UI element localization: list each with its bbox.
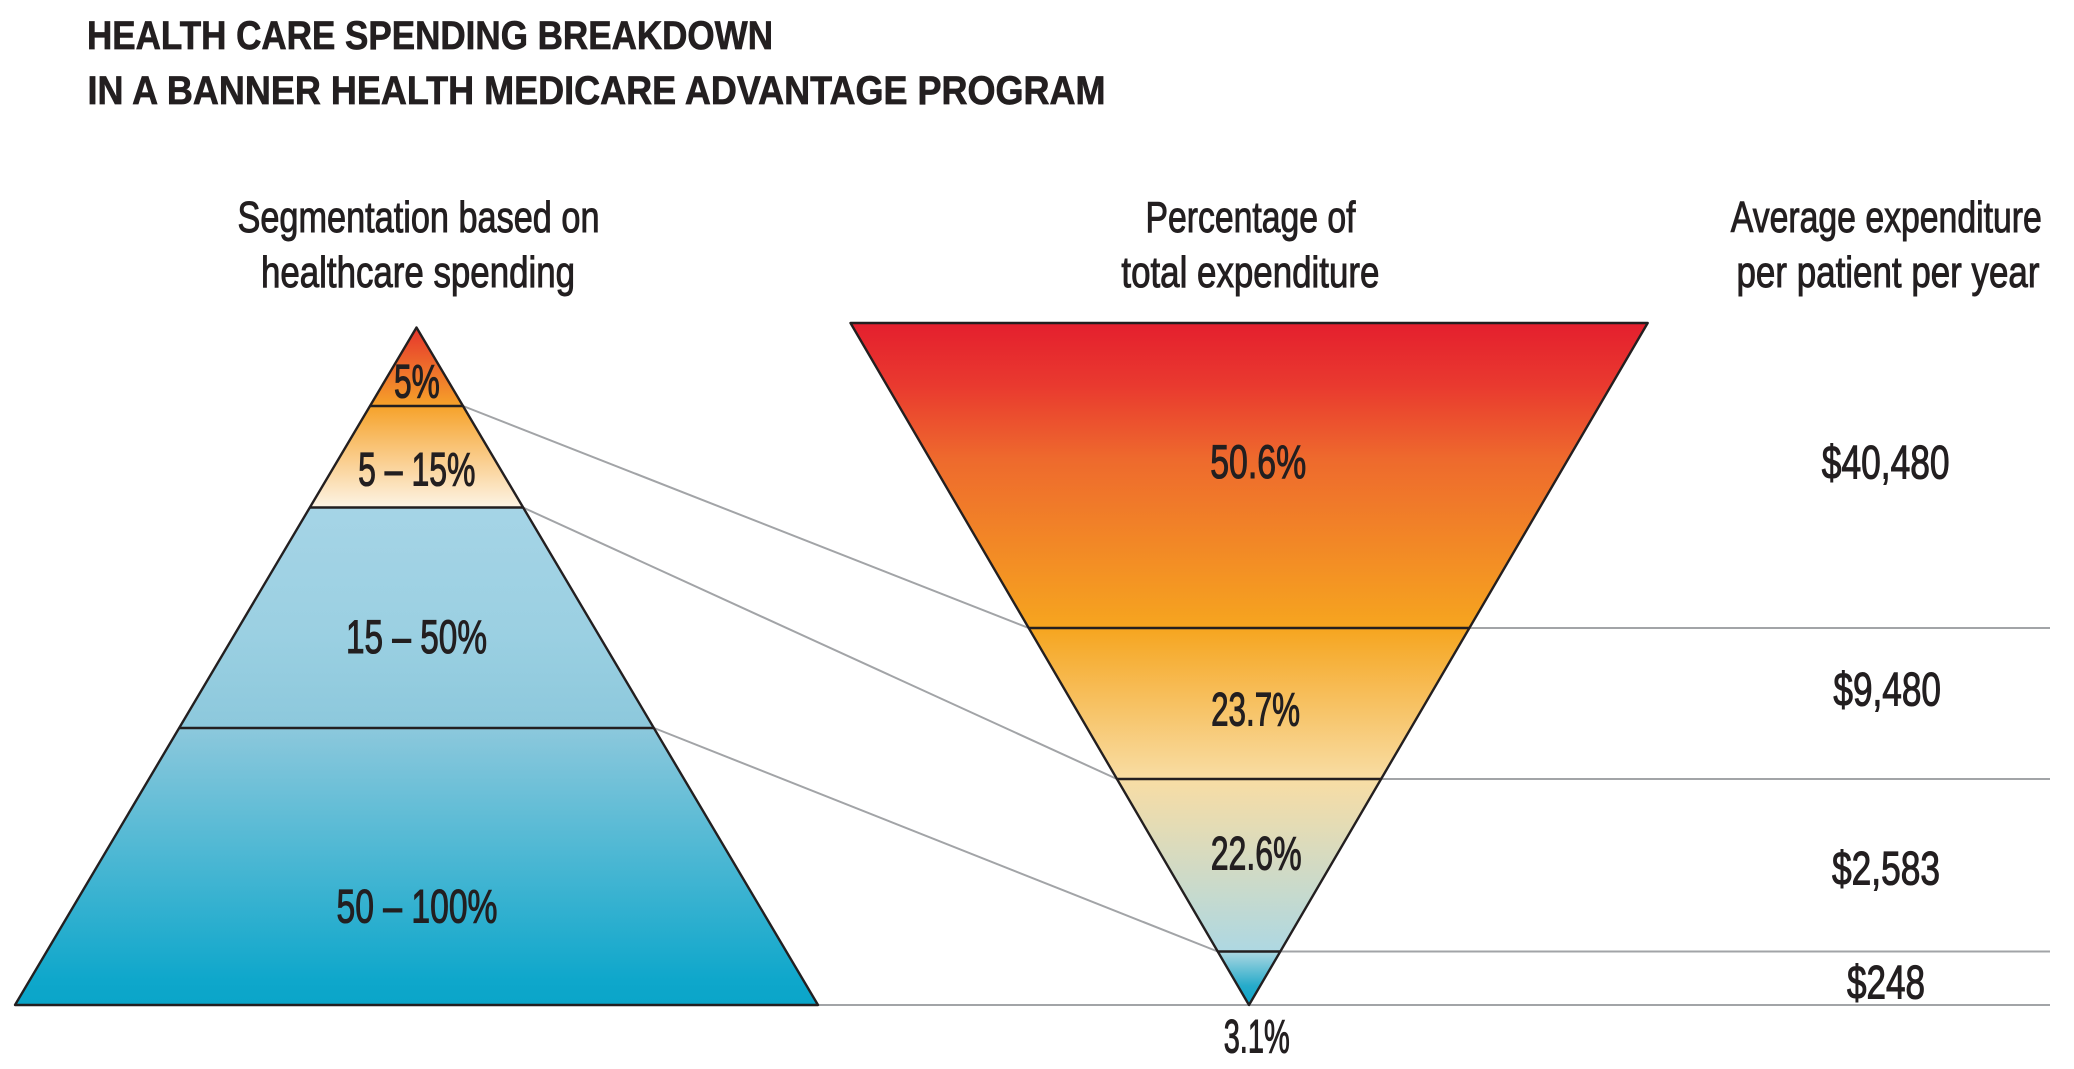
svg-text:5%: 5% — [394, 355, 440, 408]
svg-text:5 – 15%: 5 – 15% — [358, 443, 475, 496]
svg-text:Percentage of: Percentage of — [1146, 193, 1357, 242]
svg-text:50.6%: 50.6% — [1210, 435, 1306, 488]
svg-text:3.1%: 3.1% — [1224, 1009, 1290, 1062]
svg-text:$2,583: $2,583 — [1832, 841, 1940, 894]
svg-text:Segmentation based on: Segmentation based on — [238, 193, 600, 242]
svg-text:Average expenditure: Average expenditure — [1731, 193, 2042, 242]
svg-text:healthcare spending: healthcare spending — [261, 248, 575, 297]
svg-text:15 – 50%: 15 – 50% — [346, 610, 487, 663]
svg-text:50 – 100%: 50 – 100% — [337, 880, 498, 933]
svg-text:HEALTH CARE SPENDING BREAKDOWN: HEALTH CARE SPENDING BREAKDOWN — [87, 14, 773, 58]
svg-text:$248: $248 — [1847, 955, 1925, 1008]
svg-text:IN A BANNER HEALTH MEDICARE AD: IN A BANNER HEALTH MEDICARE ADVANTAGE PR… — [88, 69, 1106, 113]
svg-text:22.6%: 22.6% — [1211, 826, 1302, 879]
svg-text:$9,480: $9,480 — [1833, 663, 1941, 716]
svg-text:per patient per year: per patient per year — [1737, 248, 2040, 297]
svg-text:$40,480: $40,480 — [1822, 436, 1950, 489]
svg-text:23.7%: 23.7% — [1211, 683, 1300, 736]
svg-text:total expenditure: total expenditure — [1121, 248, 1379, 297]
